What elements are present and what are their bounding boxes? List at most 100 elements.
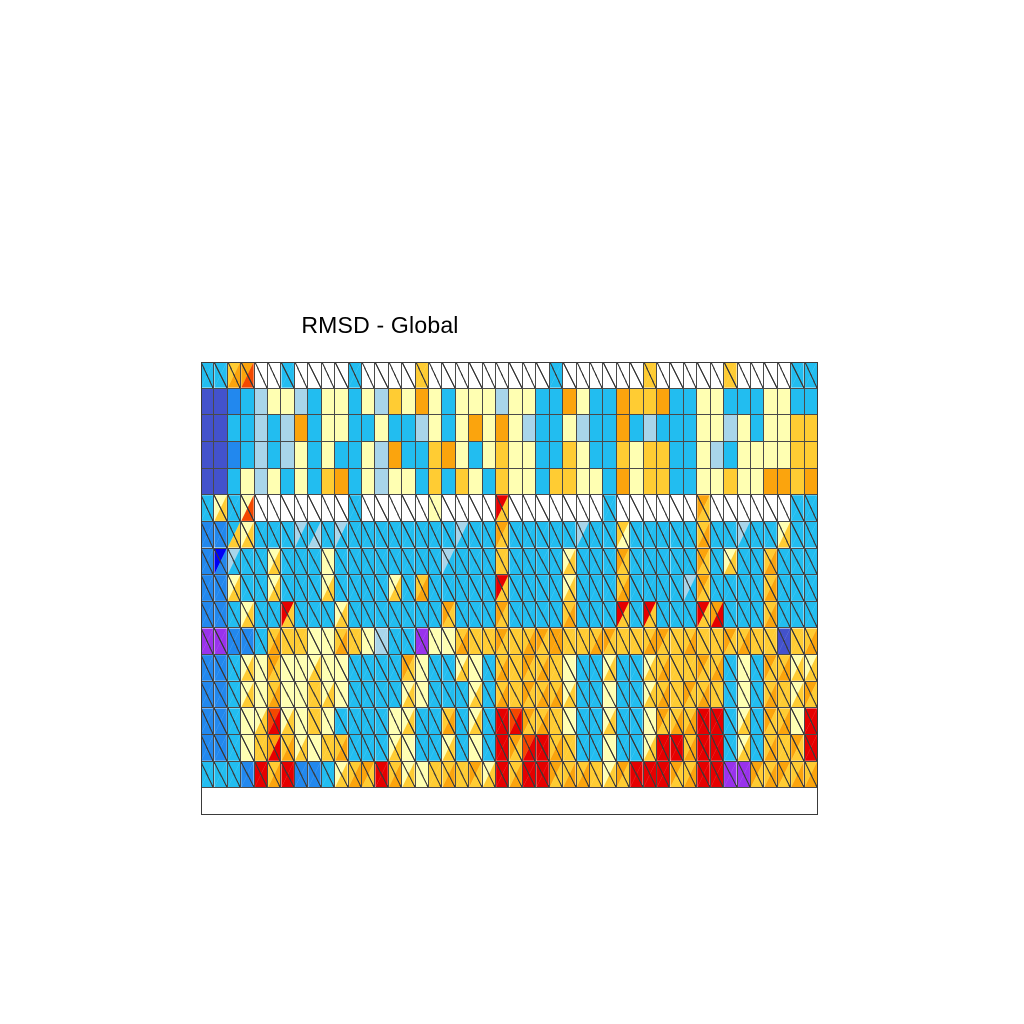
cell-fill bbox=[589, 415, 603, 441]
cell-diagonal-divider bbox=[469, 362, 482, 388]
heatmap-cell bbox=[308, 441, 322, 469]
cell-diagonal-divider bbox=[402, 362, 415, 388]
heatmap-cell bbox=[415, 441, 430, 469]
heatmap-cell bbox=[321, 415, 336, 442]
cell-fill bbox=[415, 415, 428, 441]
cell-diagonal-divider bbox=[670, 708, 683, 735]
heatmap-cell bbox=[549, 521, 564, 549]
heatmap-cell bbox=[214, 521, 228, 549]
cell-diagonal-divider bbox=[657, 681, 670, 708]
cell-diagonal-divider bbox=[201, 681, 214, 708]
heatmap-cell bbox=[241, 628, 255, 656]
heatmap-cell bbox=[254, 655, 269, 682]
heatmap-cell bbox=[335, 708, 349, 736]
heatmap-cell bbox=[724, 495, 738, 522]
cell-diagonal-divider bbox=[335, 521, 348, 548]
cell-fill bbox=[375, 441, 388, 468]
heatmap-cell bbox=[576, 655, 590, 682]
heatmap-cell bbox=[281, 681, 295, 709]
heatmap-cell bbox=[657, 575, 671, 602]
heatmap-cell bbox=[576, 735, 590, 762]
heatmap-cell bbox=[791, 362, 805, 389]
cell-diagonal-divider bbox=[710, 761, 724, 788]
heatmap-cell bbox=[455, 708, 470, 736]
heatmap-cell bbox=[522, 468, 537, 496]
cell-diagonal-divider bbox=[227, 628, 241, 655]
heatmap-cell bbox=[442, 761, 456, 789]
cell-diagonal-divider bbox=[294, 521, 308, 548]
heatmap-cell bbox=[361, 655, 376, 682]
heatmap-cell bbox=[522, 681, 537, 709]
cell-diagonal-divider bbox=[710, 548, 724, 575]
heatmap-cell bbox=[227, 548, 242, 576]
heatmap-cell bbox=[361, 468, 376, 496]
heatmap-cell bbox=[375, 708, 389, 736]
heatmap-cell bbox=[791, 655, 805, 682]
cell-diagonal-divider bbox=[764, 362, 777, 388]
cell-diagonal-divider bbox=[348, 362, 361, 388]
heatmap-cell bbox=[455, 681, 470, 709]
cell-diagonal-divider bbox=[563, 655, 576, 681]
cell-fill bbox=[227, 441, 241, 468]
cell-diagonal-divider bbox=[576, 708, 589, 735]
cell-fill bbox=[563, 441, 576, 468]
cell-fill bbox=[201, 441, 214, 468]
heatmap-cell bbox=[321, 575, 336, 602]
cell-diagonal-divider bbox=[576, 362, 589, 388]
heatmap-cell bbox=[294, 521, 309, 549]
cell-fill bbox=[643, 441, 656, 468]
heatmap-cell bbox=[657, 761, 671, 789]
cell-diagonal-divider bbox=[294, 708, 308, 735]
heatmap-cell bbox=[241, 601, 255, 629]
heatmap-cell bbox=[227, 388, 242, 416]
cell-fill bbox=[375, 468, 388, 495]
heatmap-cell bbox=[241, 495, 255, 522]
cell-diagonal-divider bbox=[563, 708, 576, 735]
heatmap-cell bbox=[657, 708, 671, 736]
colorbar-tick-labels bbox=[872, 365, 992, 815]
heatmap-cell bbox=[509, 441, 523, 469]
cell-fill bbox=[361, 415, 375, 441]
cell-diagonal-divider bbox=[576, 495, 589, 521]
cell-fill bbox=[268, 441, 281, 468]
heatmap-cell bbox=[321, 362, 336, 389]
cell-diagonal-divider bbox=[402, 548, 415, 575]
cell-fill bbox=[549, 441, 563, 468]
cell-diagonal-divider bbox=[348, 761, 361, 788]
heatmap-cell bbox=[469, 415, 483, 442]
heatmap-cell bbox=[750, 655, 765, 682]
heatmap-cell bbox=[455, 495, 470, 522]
heatmap-cell bbox=[616, 655, 631, 682]
cell-fill bbox=[804, 388, 817, 415]
heatmap-cell bbox=[804, 388, 818, 416]
cell-diagonal-divider bbox=[509, 628, 522, 655]
cell-diagonal-divider bbox=[549, 548, 563, 575]
heatmap-cell bbox=[750, 441, 765, 469]
cell-diagonal-divider bbox=[361, 735, 375, 761]
cell-fill bbox=[281, 441, 294, 468]
cell-diagonal-divider bbox=[724, 735, 737, 761]
cell-diagonal-divider bbox=[308, 548, 321, 575]
cell-diagonal-divider bbox=[455, 735, 469, 761]
heatmap-cell bbox=[522, 708, 537, 736]
heatmap-cell bbox=[254, 495, 269, 522]
heatmap-cell bbox=[294, 362, 309, 389]
heatmap-cell bbox=[603, 761, 617, 789]
cell-diagonal-divider bbox=[764, 601, 777, 628]
heatmap-cell bbox=[388, 761, 403, 789]
heatmap-cell bbox=[509, 575, 523, 602]
cell-fill bbox=[402, 388, 415, 415]
cell-fill bbox=[241, 415, 254, 441]
heatmap-cell bbox=[737, 601, 751, 629]
heatmap-cell bbox=[402, 468, 416, 496]
cell-diagonal-divider bbox=[388, 655, 402, 681]
heatmap-cell bbox=[589, 388, 604, 416]
heatmap-cell bbox=[335, 388, 349, 416]
heatmap-cell bbox=[509, 362, 523, 389]
cell-fill bbox=[294, 415, 308, 441]
heatmap-cell bbox=[724, 761, 738, 789]
heatmap-cell bbox=[630, 548, 644, 576]
heatmap-cell bbox=[348, 628, 362, 656]
cell-diagonal-divider bbox=[603, 575, 616, 601]
cell-diagonal-divider bbox=[563, 628, 576, 655]
